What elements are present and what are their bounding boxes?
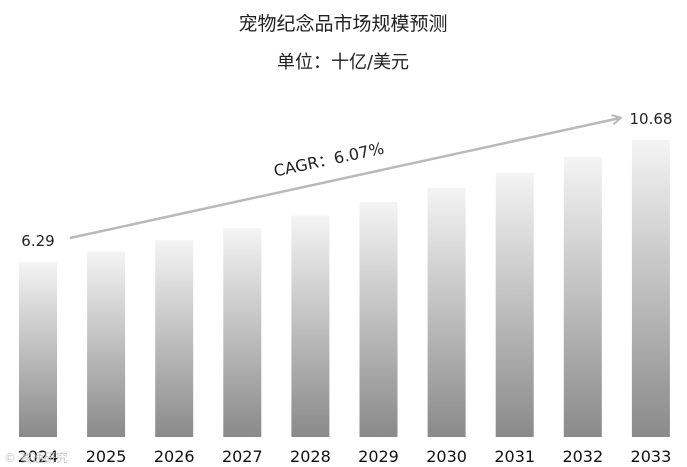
bar-2025 [87, 251, 126, 437]
bar-2032 [563, 156, 602, 437]
bar-2024 [19, 262, 57, 437]
x-tick-2027: 2027 [222, 447, 263, 466]
first-value-label: 6.29 [21, 232, 54, 250]
bar-2028 [291, 215, 330, 437]
x-tick-2032: 2032 [562, 447, 603, 466]
bar-2033 [631, 140, 670, 437]
x-tick-2025: 2025 [86, 447, 127, 466]
cagr-arrow [69, 118, 620, 240]
x-tick-2024: 2024 [18, 447, 59, 466]
bar-2026 [155, 240, 194, 437]
bar-2030 [427, 187, 466, 437]
x-tick-2028: 2028 [290, 447, 331, 466]
cagr-label: CAGR：6.07% [272, 139, 386, 181]
x-tick-2030: 2030 [426, 447, 467, 466]
x-axis-ticks: 2024 2025 2026 2027 2028 2029 2030 2031 2032 2033 [18, 447, 672, 466]
watermark: © 赛通研究 [4, 450, 68, 465]
x-tick-2033: 2033 [631, 447, 672, 466]
bar-2027 [223, 228, 262, 437]
x-tick-2029: 2029 [358, 447, 399, 466]
x-tick-2031: 2031 [494, 447, 535, 466]
bars-group [19, 140, 670, 438]
bar-2029 [359, 202, 398, 437]
last-value-label: 10.68 [630, 110, 673, 128]
x-tick-2026: 2026 [154, 447, 195, 466]
chart-title: 宠物纪念品市场规模预测 [238, 12, 447, 35]
chart-subtitle: 单位：十亿/美元 [277, 52, 409, 73]
bar-2031 [495, 172, 534, 438]
